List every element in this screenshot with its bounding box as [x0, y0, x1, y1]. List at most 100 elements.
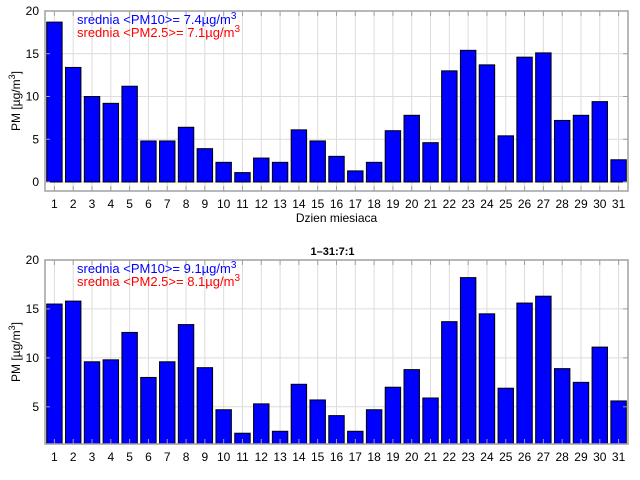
bar: [328, 155, 345, 183]
x-tick-label: 18: [367, 197, 381, 211]
x-tick-label: 2: [70, 197, 77, 211]
bar: [140, 376, 157, 445]
bar: [591, 346, 609, 445]
bar: [159, 140, 176, 183]
bar: [271, 161, 289, 183]
bar: [610, 400, 627, 445]
x-tick-label: 16: [330, 197, 344, 211]
x-tick-label: 17: [349, 450, 363, 464]
y-axis-label-unit: µg/m: [9, 330, 23, 357]
x-tick-label: 8: [183, 450, 190, 464]
x-tick-label: 12: [255, 450, 269, 464]
y-axis-label-main: PM [: [9, 357, 23, 382]
x-tick-label: 13: [273, 197, 287, 211]
bar: [497, 387, 514, 445]
annotation-pm25: srednia <PM2.5>= 8.1µg/m3: [77, 273, 240, 289]
annotation-text: srednia <PM10>= 9.1µg/m: [77, 261, 231, 276]
x-tick-label: 1: [51, 450, 58, 464]
x-tick-label: 9: [202, 197, 209, 211]
x-tick-label: 19: [386, 197, 400, 211]
x-tick-label: 15: [311, 197, 325, 211]
y-axis-label: PM [µg/m3]: [7, 322, 23, 382]
bar: [572, 114, 590, 183]
x-tick-label: 23: [461, 197, 475, 211]
y-tick-label: 20: [26, 253, 40, 267]
x-tick-label: 28: [555, 197, 569, 211]
x-tick-label: 25: [499, 197, 513, 211]
x-tick-label: 17: [349, 197, 363, 211]
bar: [215, 409, 232, 445]
x-tick-label: 10: [217, 450, 231, 464]
x-tick-label: 7: [164, 197, 171, 211]
x-axis-label: Dzien miesiaca: [296, 211, 378, 225]
bar: [215, 161, 232, 183]
y-tick-label: 0: [32, 175, 39, 189]
bar: [46, 303, 63, 445]
bar: [553, 119, 571, 183]
bar: [459, 49, 477, 183]
x-tick-label: 11: [236, 450, 249, 464]
bar: [64, 66, 82, 183]
bar: [535, 295, 552, 445]
bar: [441, 70, 458, 183]
x-tick-label: 3: [89, 197, 96, 211]
bar: [478, 313, 496, 445]
chart-2: 1 2 3 4 5 6 7 8 9 10 11 12 13 14 15 16 17 18 19 20 21 22 23 24 2…: [7, 246, 629, 464]
annotation-text: srednia <PM2.5>= 7.1µg/m: [77, 25, 234, 40]
x-tick-label: 20: [405, 450, 419, 464]
x-tick-label: 31: [612, 197, 626, 211]
y-tick-label: 10: [26, 90, 40, 104]
x-tick-label: 13: [273, 450, 287, 464]
bar: [140, 140, 157, 183]
bar: [422, 397, 439, 445]
bar: [46, 21, 63, 183]
x-tick-label: 26: [518, 450, 532, 464]
bar: [309, 140, 326, 183]
bar: [384, 386, 402, 445]
x-tick-label: 30: [593, 197, 607, 211]
bar: [535, 52, 552, 183]
x-tick-label: 12: [255, 197, 269, 211]
annotation-text: srednia <PM10>= 7.4µg/m: [77, 12, 231, 27]
y-tick-label: 5: [32, 132, 39, 146]
x-tick-label: 8: [183, 197, 190, 211]
x-tick-label: 3: [89, 450, 96, 464]
y-axis-label-end: ]: [9, 71, 23, 74]
y-tick-label: 20: [26, 4, 40, 18]
bar: [102, 359, 120, 445]
x-tick-label: 7: [164, 450, 171, 464]
y-axis-label-sup: 3: [7, 74, 17, 79]
bar: [196, 148, 214, 183]
x-tick-label: 1: [51, 197, 58, 211]
x-tick-label: 9: [202, 450, 209, 464]
bar: [83, 96, 101, 183]
x-tick-label: 10: [217, 197, 231, 211]
x-tick-label: 14: [292, 450, 306, 464]
bar: [196, 367, 214, 445]
x-tick-label: 5: [126, 450, 133, 464]
x-tick-label: 28: [555, 450, 569, 464]
y-axis-label-sup: 3: [7, 325, 17, 330]
x-tick-label: 19: [386, 450, 400, 464]
x-tick-label: 15: [311, 450, 325, 464]
annotation-sup: 3: [234, 24, 240, 35]
bar: [403, 369, 420, 445]
y-axis-label-main: PM [: [9, 106, 23, 131]
bar: [159, 361, 176, 445]
bar: [459, 277, 477, 445]
bar: [253, 157, 270, 183]
x-tick-label: 6: [145, 197, 152, 211]
annotation-pm25: srednia <PM2.5>= 7.1µg/m3: [77, 24, 240, 40]
bar: [384, 130, 402, 183]
x-tick-label: 16: [330, 450, 344, 464]
bar: [497, 135, 514, 183]
bar: [403, 114, 420, 183]
bar: [572, 381, 590, 445]
bar: [290, 129, 308, 183]
y-axis-label-unit: µg/m: [9, 79, 23, 106]
y-tick-label: 15: [26, 47, 40, 61]
x-tick-label: 4: [107, 450, 114, 464]
bar: [253, 403, 270, 445]
annotation-text: srednia <PM2.5>= 8.1µg/m: [77, 274, 234, 289]
